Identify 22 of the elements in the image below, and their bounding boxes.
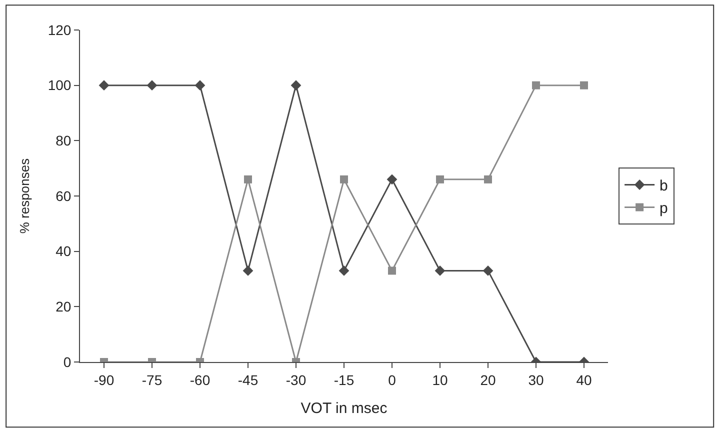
x-tick-label: 10 [432,372,448,388]
y-tick-label: 60 [56,188,72,204]
y-tick-label: 20 [56,298,72,315]
legend-label: p [660,200,668,218]
legend-label: b [660,178,668,195]
x-tick-label: 30 [528,372,544,388]
x-tick-label: 20 [480,372,496,388]
x-tick-label: -30 [286,372,306,388]
y-tick-label: 100 [48,77,72,94]
x-tick-label: -15 [334,372,354,388]
y-tick-label: 80 [56,132,72,149]
x-tick-label: 0 [388,372,396,388]
x-tick-label: 40 [576,372,592,388]
x-tick-label: -45 [238,372,258,388]
x-tick-label: -90 [94,372,114,388]
x-tick-label: -75 [142,372,162,388]
y-axis-title: % responses [16,158,32,234]
y-tick-label: 0 [63,354,72,370]
y-tick-label: 120 [48,22,72,38]
x-tick-label: -60 [190,372,210,388]
y-tick-label: 40 [56,243,72,260]
x-axis-title: VOT in msec [300,400,388,417]
